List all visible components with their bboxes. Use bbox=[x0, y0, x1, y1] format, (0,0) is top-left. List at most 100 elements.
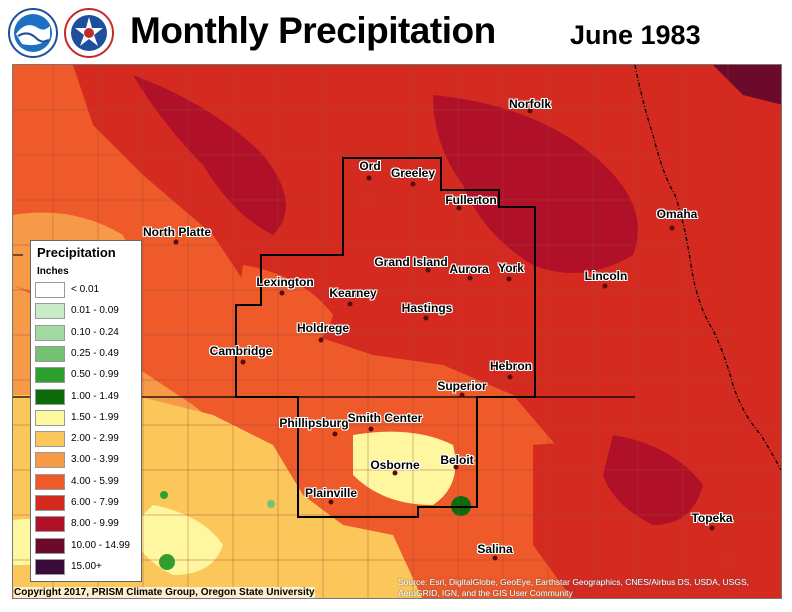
legend-label: 15.00+ bbox=[71, 560, 102, 572]
city-label-topeka: Topeka bbox=[691, 511, 733, 525]
city-label-holdrege: Holdrege bbox=[296, 321, 350, 335]
copyright-text: Copyright 2017, PRISM Climate Group, Ore… bbox=[14, 587, 315, 598]
legend-label: 2.00 - 2.99 bbox=[71, 433, 119, 445]
city-label-osborne: Osborne bbox=[370, 458, 420, 472]
city-dot-smith-center bbox=[368, 426, 374, 432]
legend-swatch bbox=[35, 367, 65, 384]
legend-swatch bbox=[35, 452, 65, 469]
city-dot-hastings bbox=[423, 315, 429, 321]
legend-item: < 0.01 bbox=[35, 281, 139, 299]
city-label-lincoln: Lincoln bbox=[584, 269, 628, 283]
city-label-plainville: Plainville bbox=[304, 486, 358, 500]
legend-swatch bbox=[35, 324, 65, 341]
header: Monthly Precipitation June 1983 bbox=[0, 0, 792, 64]
city-label-greeley: Greeley bbox=[390, 166, 436, 180]
legend-swatch bbox=[35, 388, 65, 405]
city-dot-fullerton bbox=[456, 205, 462, 211]
legend-label: 0.25 - 0.49 bbox=[71, 347, 119, 359]
legend-item: 15.00+ bbox=[35, 558, 139, 576]
legend-item: 0.10 - 0.24 bbox=[35, 324, 139, 342]
city-dot-plainville bbox=[328, 499, 334, 505]
city-label-lexington: Lexington bbox=[256, 275, 314, 289]
legend-item: 4.00 - 5.99 bbox=[35, 473, 139, 491]
city-dot-york bbox=[506, 276, 512, 282]
city-label-aurora: Aurora bbox=[449, 262, 489, 276]
city-label-ord: Ord bbox=[359, 159, 381, 173]
legend-swatch bbox=[35, 516, 65, 533]
source-attribution: Source: Esri, DigitalGlobe, GeoEye, Eart… bbox=[398, 577, 749, 598]
legend-swatch bbox=[35, 431, 65, 448]
legend-item: 2.00 - 2.99 bbox=[35, 430, 139, 448]
legend: Precipitation Inches < 0.01 0.01 - 0.09 0.… bbox=[30, 240, 142, 582]
city-dot-beloit bbox=[453, 464, 459, 470]
city-dot-norfolk bbox=[527, 108, 533, 114]
city-label-hebron: Hebron bbox=[490, 359, 532, 373]
legend-label: 8.00 - 9.99 bbox=[71, 518, 119, 530]
city-dot-greeley bbox=[410, 181, 416, 187]
city-dot-phillipsburg bbox=[332, 431, 338, 437]
legend-label: 3.00 - 3.99 bbox=[71, 454, 119, 466]
legend-units: Inches bbox=[37, 266, 69, 277]
legend-label: 1.00 - 1.49 bbox=[71, 390, 119, 402]
city-label-cambridge: Cambridge bbox=[209, 344, 273, 358]
legend-label: 1.50 - 1.99 bbox=[71, 411, 119, 423]
city-dot-omaha bbox=[669, 225, 675, 231]
legend-label: 6.00 - 7.99 bbox=[71, 497, 119, 508]
city-label-beloit: Beloit bbox=[440, 453, 474, 467]
city-label-fullerton: Fullerton bbox=[445, 193, 497, 207]
city-label-superior: Superior bbox=[437, 379, 487, 393]
legend-swatch bbox=[35, 537, 65, 554]
legend-item: 6.00 - 7.99 bbox=[35, 494, 139, 512]
city-dot-ord bbox=[366, 175, 372, 181]
legend-item: 10.00 - 14.99 bbox=[35, 537, 139, 555]
city-label-phillipsburg: Phillipsburg bbox=[279, 416, 349, 430]
legend-label: 0.01 - 0.09 bbox=[71, 305, 119, 317]
city-label-smith-center: Smith Center bbox=[347, 411, 423, 425]
legend-item: 0.01 - 0.09 bbox=[35, 302, 139, 320]
legend-label: < 0.01 bbox=[71, 284, 100, 295]
legend-swatch bbox=[35, 345, 65, 362]
legend-label: 0.50 - 0.99 bbox=[71, 369, 119, 381]
legend-swatch bbox=[35, 495, 65, 511]
nws-logo bbox=[64, 8, 114, 58]
city-dot-superior bbox=[459, 392, 465, 398]
map-title: Monthly Precipitation bbox=[130, 10, 496, 51]
city-label-north-platte: North Platte bbox=[142, 225, 212, 239]
legend-swatch bbox=[35, 303, 65, 320]
city-dot-topeka bbox=[709, 525, 715, 531]
legend-swatch bbox=[35, 409, 65, 426]
legend-swatch bbox=[35, 282, 65, 298]
city-dot-holdrege bbox=[318, 337, 324, 343]
city-dot-kearney bbox=[347, 301, 353, 307]
city-dot-cambridge bbox=[240, 359, 246, 365]
city-dot-lexington bbox=[279, 290, 285, 296]
city-dot-grand-island bbox=[425, 267, 431, 273]
legend-label: 10.00 - 14.99 bbox=[71, 539, 130, 551]
legend-title: Precipitation bbox=[37, 245, 116, 260]
legend-label: 4.00 - 5.99 bbox=[71, 475, 119, 487]
legend-swatch bbox=[35, 558, 65, 575]
city-dot-north-platte bbox=[173, 239, 179, 245]
city-dot-lincoln bbox=[602, 283, 608, 289]
legend-item: 8.00 - 9.99 bbox=[35, 515, 139, 533]
noaa-logo bbox=[8, 8, 58, 58]
city-label-york: York bbox=[498, 261, 524, 275]
city-label-hastings: Hastings bbox=[401, 301, 453, 315]
city-dot-osborne bbox=[392, 470, 398, 476]
city-label-norfolk: Norfolk bbox=[509, 97, 551, 111]
legend-item: 0.50 - 0.99 bbox=[35, 366, 139, 384]
legend-item: 1.50 - 1.99 bbox=[35, 409, 139, 427]
map-date: June 1983 bbox=[570, 20, 701, 50]
city-label-kearney: Kearney bbox=[329, 286, 377, 300]
city-label-omaha: Omaha bbox=[656, 207, 698, 221]
city-label-salina: Salina bbox=[477, 542, 513, 556]
city-dot-hebron bbox=[507, 374, 513, 380]
legend-item: 0.25 - 0.49 bbox=[35, 345, 139, 363]
city-dot-salina bbox=[492, 555, 498, 561]
legend-label: 0.10 - 0.24 bbox=[71, 326, 119, 338]
city-label-grand-island: Grand Island bbox=[374, 255, 448, 269]
city-dot-aurora bbox=[467, 275, 473, 281]
legend-item: 3.00 - 3.99 bbox=[35, 451, 139, 469]
legend-swatch bbox=[35, 473, 65, 490]
legend-item: 1.00 - 1.49 bbox=[35, 388, 139, 406]
